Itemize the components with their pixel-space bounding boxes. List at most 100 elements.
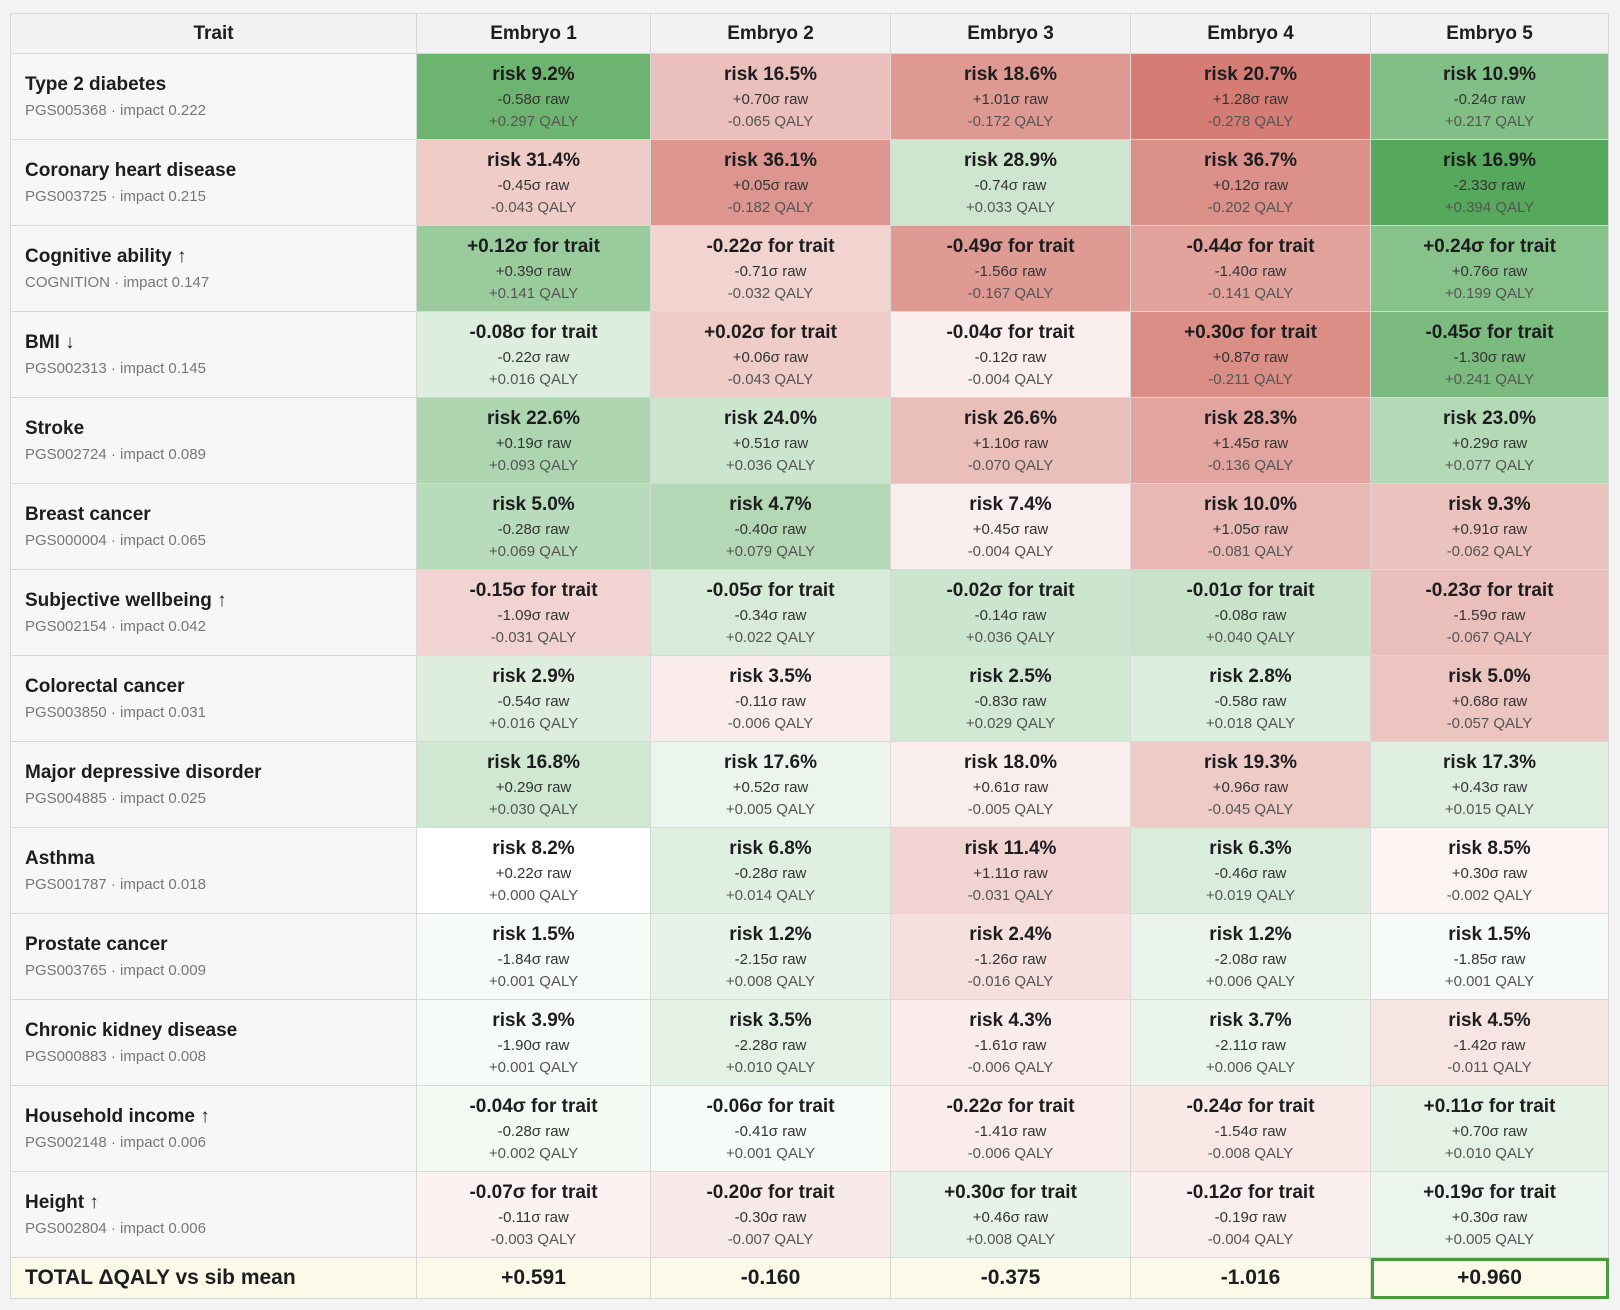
score-qaly: -0.141 QALY xyxy=(1207,284,1294,302)
score-qaly: +0.005 QALY xyxy=(1444,1230,1535,1248)
score-raw: +0.43σ raw xyxy=(1451,778,1528,796)
score-cell: -0.05σ for trait -0.34σ raw +0.022 QALY xyxy=(650,569,891,656)
score-cell: risk 18.0% +0.61σ raw -0.005 QALY xyxy=(890,741,1131,828)
score-cell: risk 4.5% -1.42σ raw -0.011 QALY xyxy=(1370,999,1609,1086)
score-main: risk 8.5% xyxy=(1448,837,1531,859)
trait-name: Cognitive ability ↑ xyxy=(25,246,187,267)
score-qaly: -0.016 QALY xyxy=(967,972,1054,990)
score-cell: risk 20.7% +1.28σ raw -0.278 QALY xyxy=(1130,53,1371,140)
score-qaly: +0.030 QALY xyxy=(488,800,579,818)
score-qaly: +0.394 QALY xyxy=(1444,198,1535,216)
score-main: +0.11σ for trait xyxy=(1423,1095,1556,1117)
score-cell: -0.02σ for trait -0.14σ raw +0.036 QALY xyxy=(890,569,1131,656)
score-raw: +0.52σ raw xyxy=(732,778,809,796)
score-main: -0.12σ for trait xyxy=(1186,1181,1315,1203)
score-raw: +0.96σ raw xyxy=(1212,778,1289,796)
trait-cell: Cognitive ability ↑ COGNITION · impact 0.… xyxy=(10,225,417,312)
score-qaly: -0.031 QALY xyxy=(490,628,577,646)
score-qaly: +0.016 QALY xyxy=(488,714,579,732)
score-main: +0.12σ for trait xyxy=(467,235,600,257)
score-raw: -0.40σ raw xyxy=(734,520,807,538)
score-qaly: +0.199 QALY xyxy=(1444,284,1535,302)
score-raw: -0.34σ raw xyxy=(734,606,807,624)
score-main: risk 1.5% xyxy=(492,923,575,945)
score-raw: -0.54σ raw xyxy=(497,692,570,710)
score-qaly: +0.093 QALY xyxy=(488,456,579,474)
score-qaly: +0.040 QALY xyxy=(1205,628,1296,646)
score-cell: risk 4.7% -0.40σ raw +0.079 QALY xyxy=(650,483,891,570)
score-cell: -0.07σ for trait -0.11σ raw -0.003 QALY xyxy=(416,1171,651,1258)
score-cell: risk 5.0% -0.28σ raw +0.069 QALY xyxy=(416,483,651,570)
total-value: +0.960 xyxy=(1370,1257,1609,1299)
score-main: risk 2.4% xyxy=(969,923,1052,945)
score-main: risk 1.2% xyxy=(729,923,812,945)
score-qaly: -0.065 QALY xyxy=(727,112,814,130)
score-cell: risk 36.1% +0.05σ raw -0.182 QALY xyxy=(650,139,891,226)
score-cell: risk 36.7% +0.12σ raw -0.202 QALY xyxy=(1130,139,1371,226)
score-qaly: +0.000 QALY xyxy=(488,886,579,904)
score-raw: +0.19σ raw xyxy=(495,434,572,452)
score-main: risk 17.6% xyxy=(724,751,817,773)
score-main: risk 2.5% xyxy=(969,665,1052,687)
score-qaly: -0.002 QALY xyxy=(1446,886,1533,904)
score-raw: +0.29σ raw xyxy=(1451,434,1528,452)
score-main: risk 11.4% xyxy=(964,837,1057,859)
trait-source: PGS002313 · impact 0.145 xyxy=(25,360,206,377)
trait-row: Height ↑ PGS002804 · impact 0.006 -0.07σ f… xyxy=(10,1171,1609,1258)
score-cell: risk 17.3% +0.43σ raw +0.015 QALY xyxy=(1370,741,1609,828)
score-qaly: -0.006 QALY xyxy=(967,1144,1054,1162)
score-main: -0.45σ for trait xyxy=(1425,321,1554,343)
score-main: risk 3.7% xyxy=(1209,1009,1292,1031)
score-cell: risk 3.7% -2.11σ raw +0.006 QALY xyxy=(1130,999,1371,1086)
score-cell: risk 10.0% +1.05σ raw -0.081 QALY xyxy=(1130,483,1371,570)
score-main: risk 36.7% xyxy=(1204,149,1297,171)
score-raw: -2.28σ raw xyxy=(734,1036,807,1054)
total-value: -0.375 xyxy=(890,1257,1131,1299)
score-raw: -1.59σ raw xyxy=(1453,606,1526,624)
score-cell: risk 19.3% +0.96σ raw -0.045 QALY xyxy=(1130,741,1371,828)
score-raw: -0.28σ raw xyxy=(734,864,807,882)
trait-cell: Chronic kidney disease PGS000883 · impact… xyxy=(10,999,417,1086)
score-cell: risk 5.0% +0.68σ raw -0.057 QALY xyxy=(1370,655,1609,742)
trait-name: Type 2 diabetes xyxy=(25,74,167,95)
score-cell: risk 28.3% +1.45σ raw -0.136 QALY xyxy=(1130,397,1371,484)
score-main: risk 6.8% xyxy=(729,837,812,859)
score-cell: -0.08σ for trait -0.22σ raw +0.016 QALY xyxy=(416,311,651,398)
score-raw: -2.11σ raw xyxy=(1215,1036,1286,1054)
score-qaly: -0.004 QALY xyxy=(1207,1230,1294,1248)
total-row: TOTAL ΔQALY vs sib mean +0.591 -0.160 -0.37… xyxy=(10,1257,1609,1299)
score-raw: +0.51σ raw xyxy=(732,434,809,452)
total-value: +0.591 xyxy=(416,1257,651,1299)
score-raw: -2.08σ raw xyxy=(1214,950,1287,968)
column-header: Embryo 4 xyxy=(1130,13,1371,54)
score-cell: risk 1.2% -2.15σ raw +0.008 QALY xyxy=(650,913,891,1000)
score-raw: -1.30σ raw xyxy=(1453,348,1526,366)
score-cell: risk 3.5% -0.11σ raw -0.006 QALY xyxy=(650,655,891,742)
score-main: -0.07σ for trait xyxy=(469,1181,598,1203)
score-main: risk 23.0% xyxy=(1443,407,1536,429)
score-raw: +0.06σ raw xyxy=(732,348,809,366)
score-main: risk 5.0% xyxy=(1448,665,1531,687)
score-main: risk 7.4% xyxy=(969,493,1052,515)
score-qaly: +0.069 QALY xyxy=(488,542,579,560)
score-cell: +0.30σ for trait +0.46σ raw +0.008 QALY xyxy=(890,1171,1131,1258)
score-qaly: -0.045 QALY xyxy=(1207,800,1294,818)
score-main: -0.20σ for trait xyxy=(706,1181,835,1203)
score-qaly: -0.062 QALY xyxy=(1446,542,1533,560)
score-cell: risk 1.5% -1.84σ raw +0.001 QALY xyxy=(416,913,651,1000)
score-main: -0.06σ for trait xyxy=(706,1095,835,1117)
score-qaly: +0.006 QALY xyxy=(1205,1058,1296,1076)
score-main: risk 36.1% xyxy=(724,149,817,171)
trait-source: PGS000004 · impact 0.065 xyxy=(25,532,206,549)
trait-source: PGS002154 · impact 0.042 xyxy=(25,618,206,635)
score-raw: -0.30σ raw xyxy=(734,1208,807,1226)
score-main: risk 3.5% xyxy=(729,1009,812,1031)
trait-name: BMI ↓ xyxy=(25,332,75,353)
trait-name: Asthma xyxy=(25,848,95,869)
score-cell: risk 8.2% +0.22σ raw +0.000 QALY xyxy=(416,827,651,914)
score-raw: -0.28σ raw xyxy=(497,520,570,538)
score-main: risk 6.3% xyxy=(1209,837,1292,859)
score-cell: -0.45σ for trait -1.30σ raw +0.241 QALY xyxy=(1370,311,1609,398)
score-qaly: -0.278 QALY xyxy=(1207,112,1294,130)
score-qaly: -0.202 QALY xyxy=(1207,198,1294,216)
